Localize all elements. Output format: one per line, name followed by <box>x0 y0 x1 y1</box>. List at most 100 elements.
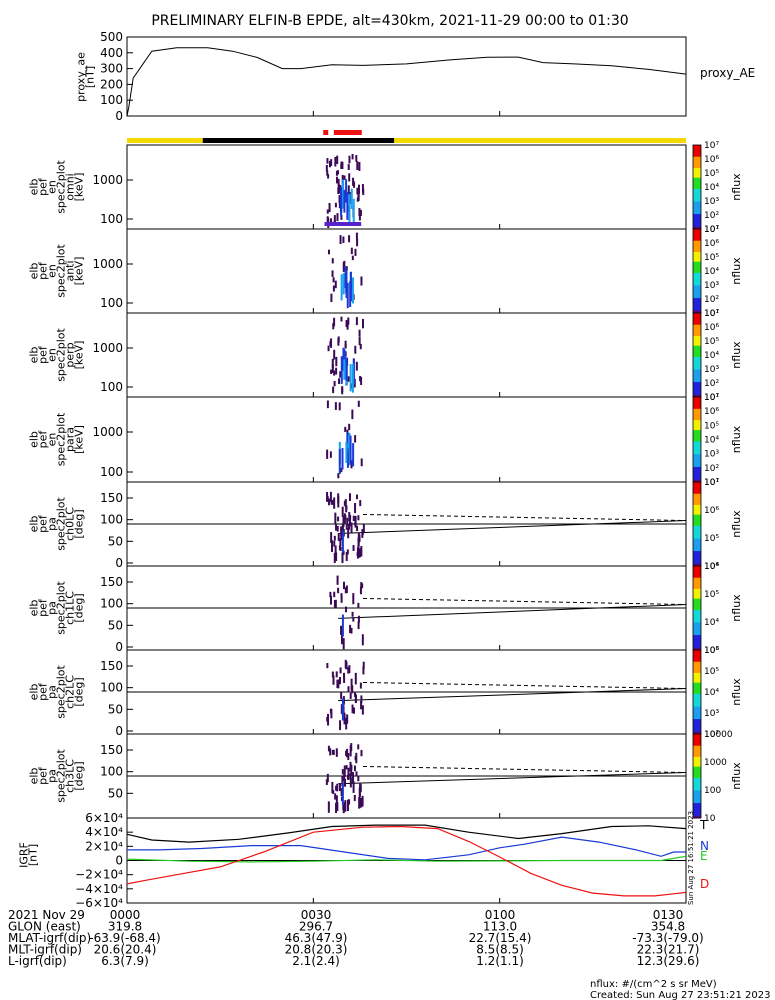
colorbar-segment <box>693 645 701 648</box>
colorbar-segment <box>693 311 701 314</box>
colorbar-segment <box>693 655 701 658</box>
pitch-angle-ytick-label: 150 <box>100 743 123 757</box>
colorbar-segment <box>693 364 701 367</box>
colorbar-segment <box>693 356 701 359</box>
colorbar-segment <box>693 457 701 460</box>
colorbar-segment <box>693 622 701 624</box>
spectrogram-pixel <box>356 187 359 195</box>
pitch-angle-pixel <box>330 540 333 552</box>
colorbar-segment <box>693 422 701 425</box>
colorbar-segment <box>693 809 701 812</box>
colorbar-segment <box>693 616 701 619</box>
colorbar-segment <box>693 759 701 762</box>
ae-ytick-label: 200 <box>100 77 123 91</box>
pitch-angle-pixel <box>333 535 336 541</box>
spectrogram-pixel <box>351 154 354 160</box>
colorbar-segment <box>693 539 701 542</box>
spectrogram-pixel <box>350 188 353 209</box>
pitch-angle-pixel <box>347 527 350 539</box>
pitch-angle-pixel <box>335 671 338 678</box>
colorbar-segment <box>693 268 701 271</box>
colorbar-segment <box>693 536 701 539</box>
spectrogram-pixel <box>360 458 363 467</box>
colorbar-segment <box>693 254 701 257</box>
pitch-angle-panel-ylabel-line: pa <box>46 769 59 783</box>
pitch-angle-pixel <box>353 794 356 802</box>
colorbar-segment <box>693 595 701 598</box>
colorbar-segment <box>693 338 701 341</box>
pitch-angle-pixel <box>353 765 356 772</box>
pitch-angle-pixel <box>356 525 359 532</box>
colorbar-segment <box>693 452 701 455</box>
colorbar-segment <box>693 266 701 269</box>
spectrogram-pixel <box>346 447 349 468</box>
colorbar-segment <box>693 587 701 589</box>
spectrogram-pixel <box>346 282 349 309</box>
pitch-angle-pixel <box>354 672 357 685</box>
spectrogram-pixel <box>338 448 341 475</box>
colorbar-segment <box>693 431 701 433</box>
colorbar-segment <box>693 651 701 654</box>
igrf-ytick-label: 0 <box>115 854 123 868</box>
colorbar-segment <box>693 748 701 750</box>
pitch-angle-pixel <box>350 522 353 533</box>
colorbar-segment <box>693 743 701 746</box>
colorbar-label: nflux <box>730 173 743 201</box>
pitch-angle-pixel <box>345 585 348 594</box>
colorbar-segment <box>693 559 701 561</box>
colorbar-segment <box>693 226 701 229</box>
colorbar-segment <box>693 388 701 391</box>
colorbar-segment <box>693 612 701 615</box>
colorbar-tick-label: 10⁴ <box>704 688 719 698</box>
colorbar-segment <box>693 411 701 414</box>
anti-loss-cone-line <box>363 513 687 522</box>
colorbar-segment <box>693 373 701 376</box>
pitch-angle-panel-ylabel-line: spec2plot <box>55 665 68 719</box>
colorbar-segment <box>693 384 701 387</box>
colorbar-segment <box>693 505 701 508</box>
colorbar-segment <box>693 294 701 297</box>
colorbar-segment <box>693 577 701 580</box>
spectrogram-pixel <box>332 277 335 283</box>
pitch-angle-panel-ylabel-line: pa <box>46 601 59 615</box>
spectrogram-pixel <box>336 176 339 184</box>
colorbar-segment <box>693 578 701 581</box>
colorbar-segment <box>693 342 701 345</box>
pitch-angle-panel-ylabel-line: pef <box>37 514 50 533</box>
anti-loss-cone-line <box>363 765 687 774</box>
colorbar-segment <box>693 608 701 610</box>
spectrogram-pixel <box>357 194 360 201</box>
colorbar-segment <box>693 564 701 567</box>
spectrogram-pixel <box>358 216 361 221</box>
colorbar-segment <box>693 538 701 540</box>
colorbar-tick-label: 10⁷ <box>704 393 719 403</box>
pitch-angle-pixel <box>344 800 347 812</box>
proxy-ae-line <box>126 47 687 117</box>
colorbar-segment <box>693 571 701 574</box>
colorbar-segment <box>693 615 701 617</box>
pitch-angle-pixel <box>341 524 344 532</box>
colorbar-segment <box>693 714 701 717</box>
colorbar-segment <box>693 728 701 731</box>
colorbar-segment <box>693 416 701 419</box>
colorbar-segment <box>693 198 701 201</box>
pitch-angle-pixel <box>351 611 354 617</box>
colorbar-segment <box>693 398 701 401</box>
colorbar-segment <box>693 591 701 594</box>
colorbar-segment <box>693 231 701 234</box>
pitch-angle-pixel <box>327 713 330 726</box>
spectrogram-pixel <box>335 367 338 375</box>
ae-ytick-label: 400 <box>100 46 123 60</box>
colorbar-segment <box>693 711 701 714</box>
anti-loss-cone-line <box>363 681 687 690</box>
colorbar-segment <box>693 654 701 657</box>
colorbar-segment <box>693 500 701 503</box>
energy-colorbar: 10¹ 10² 10³ 10⁴ 10⁵ 10⁶ 10⁷ nflux <box>692 393 743 488</box>
pitch-angle-colorbar: 10 100 1000 10000 nflux <box>692 730 743 824</box>
colorbar-segment <box>693 255 701 258</box>
colorbar-segment <box>693 329 701 332</box>
pitch-angle-pixel <box>329 748 332 756</box>
colorbar-segment <box>693 166 701 168</box>
spectrogram-pixel <box>352 198 355 226</box>
spectrogram-pixel <box>351 409 354 420</box>
